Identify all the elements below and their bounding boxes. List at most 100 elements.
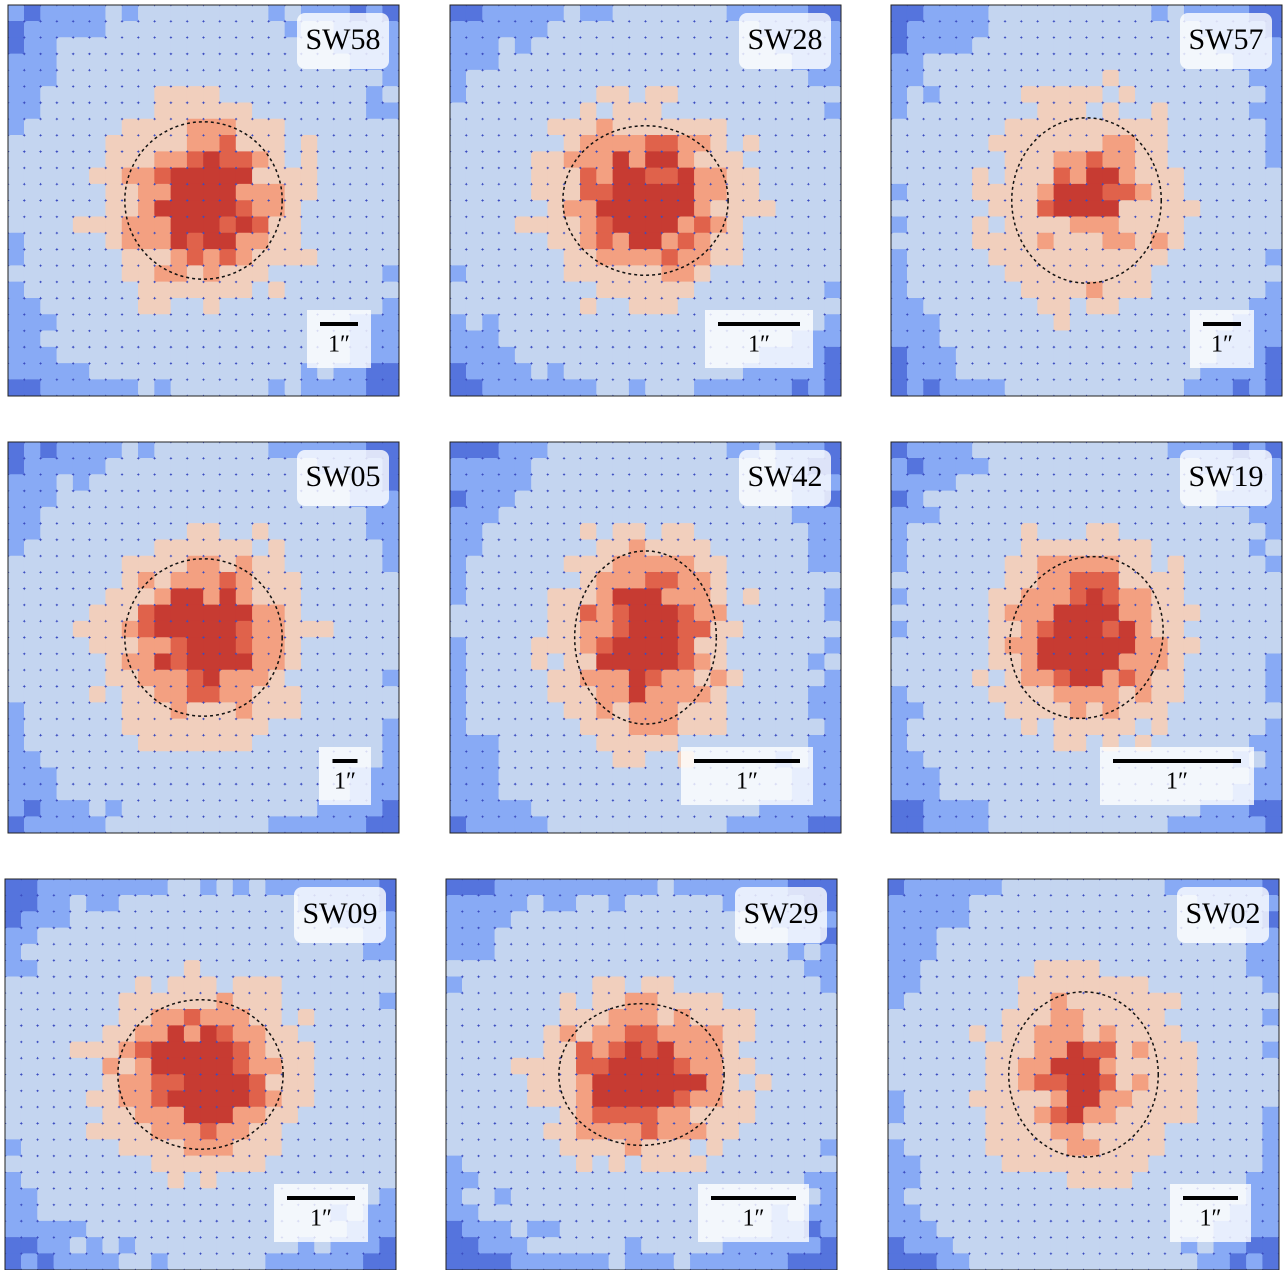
- intensity-cell: [563, 5, 581, 22]
- intensity-cell: [37, 1106, 55, 1124]
- intensity-cell: [1164, 943, 1182, 961]
- intensity-cell: [219, 363, 237, 381]
- intensity-cell: [300, 702, 318, 720]
- intensity-cell: [482, 442, 500, 459]
- intensity-cell: [808, 118, 826, 136]
- intensity-cell: [102, 1123, 120, 1140]
- intensity-cell: [820, 1139, 837, 1157]
- intensity-cell: [232, 943, 250, 961]
- intensity-cell: [138, 69, 155, 87]
- intensity-cell: [482, 216, 500, 234]
- intensity-cell: [1037, 637, 1055, 655]
- intensity-cell: [252, 69, 269, 87]
- intensity-cell: [363, 1009, 381, 1026]
- intensity-cell: [465, 346, 483, 364]
- intensity-cell: [102, 1171, 120, 1189]
- intensity-cell: [531, 37, 549, 55]
- intensity-cell: [641, 927, 659, 945]
- intensity-cell: [1018, 1057, 1035, 1075]
- intensity-cell: [514, 167, 532, 185]
- intensity-cell: [37, 1041, 55, 1059]
- intensity-cell: [363, 1253, 381, 1270]
- intensity-cell: [482, 686, 500, 703]
- intensity-cell: [89, 718, 107, 736]
- intensity-cell: [1200, 523, 1218, 541]
- intensity-cell: [138, 816, 155, 833]
- intensity-cell: [657, 992, 675, 1010]
- intensity-cell: [1066, 879, 1084, 896]
- intensity-cell: [1021, 5, 1038, 22]
- intensity-cell: [706, 1009, 724, 1026]
- intensity-cell: [349, 523, 367, 541]
- intensity-cell: [1232, 69, 1250, 87]
- intensity-cell: [531, 718, 549, 736]
- intensity-cell: [1232, 620, 1250, 638]
- intensity-cell: [349, 718, 367, 736]
- intensity-cell: [482, 572, 500, 589]
- intensity-cell: [1037, 232, 1055, 250]
- intensity-cell: [450, 37, 467, 55]
- intensity-cell: [939, 783, 957, 801]
- intensity-cell: [726, 539, 744, 557]
- intensity-cell: [596, 751, 614, 769]
- intensity-cell: [5, 1123, 22, 1140]
- intensity-cell: [1265, 523, 1282, 541]
- intensity-cell: [333, 604, 351, 622]
- intensity-cell: [1102, 669, 1120, 687]
- intensity-cell: [20, 992, 38, 1010]
- intensity-cell: [722, 1025, 740, 1043]
- intensity-cell: [346, 1106, 364, 1124]
- intensity-cell: [268, 20, 286, 38]
- intensity-cell: [232, 1237, 250, 1255]
- intensity-cell: [219, 281, 237, 299]
- intensity-cell: [612, 555, 630, 573]
- intensity-cell: [1262, 1057, 1279, 1075]
- intensity-cell: [252, 620, 269, 638]
- intensity-cell: [219, 620, 237, 638]
- intensity-cell: [1200, 118, 1218, 136]
- intensity-cell: [531, 167, 549, 185]
- intensity-cell: [5, 879, 22, 896]
- intensity-cell: [771, 1074, 789, 1092]
- intensity-cell: [118, 911, 136, 929]
- intensity-cell: [923, 555, 941, 573]
- intensity-cell: [461, 1253, 479, 1270]
- intensity-cell: [1265, 555, 1282, 573]
- intensity-cell: [170, 102, 188, 120]
- intensity-cell: [1069, 5, 1087, 22]
- intensity-cell: [824, 718, 841, 736]
- intensity-cell: [23, 37, 41, 55]
- intensity-cell: [596, 555, 614, 573]
- intensity-cell: [249, 1171, 266, 1189]
- intensity-cell: [923, 183, 941, 201]
- intensity-cell: [72, 232, 90, 250]
- intensity-cell: [969, 1025, 987, 1043]
- intensity-cell: [284, 506, 302, 524]
- intensity-cell: [1232, 167, 1250, 185]
- intensity-cell: [624, 1139, 642, 1157]
- intensity-cell: [102, 943, 120, 961]
- intensity-cell: [330, 1123, 348, 1140]
- intensity-cell: [8, 734, 25, 752]
- intensity-cell: [742, 702, 760, 720]
- intensity-cell: [824, 669, 841, 687]
- intensity-cell: [333, 620, 351, 638]
- intensity-cell: [498, 718, 516, 736]
- intensity-cell: [955, 702, 973, 720]
- intensity-cell: [1050, 976, 1068, 994]
- intensity-cell: [988, 800, 1006, 818]
- intensity-cell: [300, 69, 318, 87]
- intensity-cell: [232, 1009, 250, 1026]
- intensity-cell: [612, 539, 630, 557]
- intensity-cell: [5, 1204, 22, 1222]
- intensity-cell: [1148, 1041, 1166, 1059]
- intensity-cell: [1102, 588, 1120, 606]
- intensity-cell: [527, 1025, 545, 1043]
- intensity-cell: [923, 637, 941, 655]
- intensity-cell: [891, 53, 908, 71]
- intensity-cell: [478, 1237, 496, 1255]
- intensity-cell: [641, 976, 659, 994]
- intensity-cell: [69, 1220, 87, 1238]
- intensity-cell: [1167, 5, 1185, 22]
- intensity-cell: [547, 653, 565, 671]
